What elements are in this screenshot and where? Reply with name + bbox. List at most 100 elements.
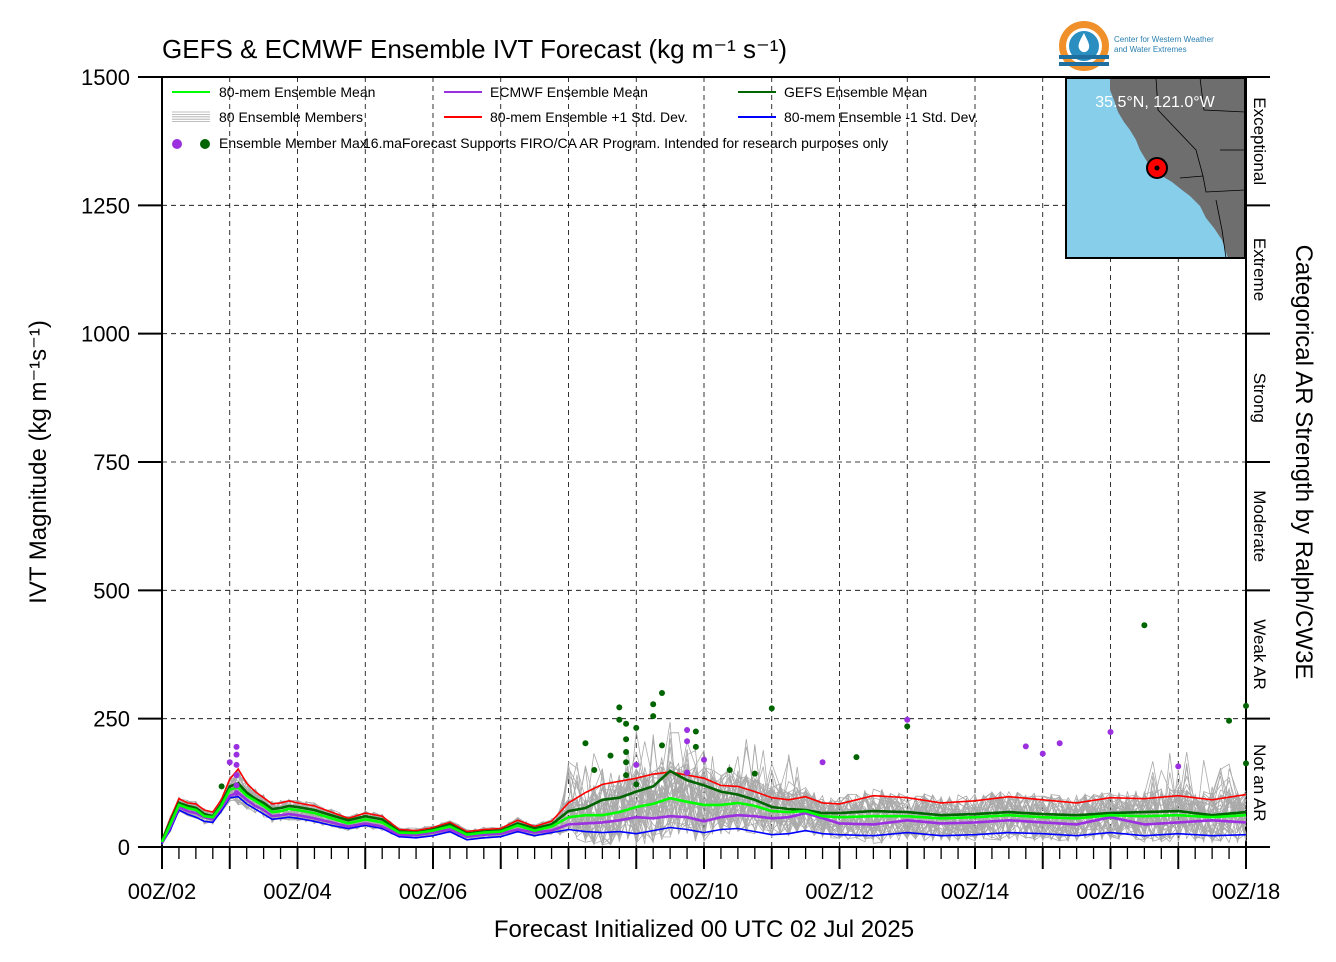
member-max-dot-ecmwf — [1175, 763, 1182, 770]
x-tick-label: 00Z/02 — [128, 879, 197, 904]
y-tick-label: 750 — [93, 450, 130, 475]
y-tick-label: 250 — [93, 707, 130, 732]
x-tick-label: 00Z/16 — [1076, 879, 1145, 904]
series-lines — [160, 767, 1247, 845]
category-label: Moderate — [1250, 490, 1269, 562]
member-max-dot-gefs — [1141, 622, 1148, 629]
series-ecmwf-ensemble-mean — [160, 791, 1247, 844]
category-label: Extreme — [1250, 238, 1269, 301]
member-max-dot-ecmwf — [233, 751, 240, 758]
member-max-dot-ecmwf — [633, 761, 640, 768]
member-max-dot-ecmwf — [233, 743, 240, 750]
x-tick-label: 00Z/14 — [941, 879, 1010, 904]
member-max-dot-gefs — [1243, 760, 1249, 767]
member-max-dot-gefs — [623, 772, 630, 779]
member-max-dot-ecmwf — [233, 790, 240, 797]
y-tick-label: 1000 — [81, 322, 130, 347]
legend-dot-ecmwf — [172, 139, 182, 149]
series-80-mem-ensemble-1-std-dev- — [161, 795, 1247, 845]
legend-label-ens-mean: 80-mem Ensemble Mean — [219, 84, 375, 100]
y-tick-label: 1500 — [81, 65, 130, 90]
member-max-dot-gefs — [751, 770, 758, 777]
member-max-dot-gefs — [623, 736, 630, 743]
member-max-dot-ecmwf — [1022, 743, 1029, 750]
x-tick-label: 00Z/06 — [399, 879, 468, 904]
inset-location-label: 35.5°N, 121.0°W — [1095, 94, 1215, 111]
member-max-dot-gefs — [591, 767, 598, 773]
member-max-dot-ecmwf — [684, 769, 691, 776]
cw3e-logo: Center for Western Weather and Water Ext… — [1059, 21, 1214, 71]
category-label: Strong — [1250, 373, 1269, 423]
member-max-dot-gefs — [633, 724, 640, 731]
member-max-dot-gefs — [650, 713, 657, 720]
y-tick-label: 1250 — [81, 193, 130, 218]
member-max-dot-gefs — [623, 749, 630, 756]
member-max-dot-gefs — [1226, 717, 1233, 724]
category-label: Weak AR — [1250, 619, 1269, 690]
member-max-dot-ecmwf — [226, 759, 233, 766]
logo-text-line1: Center for Western Weather — [1114, 35, 1214, 44]
legend-dot-gefs — [200, 139, 210, 149]
x-axis: 00Z/02 00Z/04 00Z/06 00Z/08 00Z/10 00Z/12 00Z/… — [128, 847, 1281, 904]
member-max-dot-gefs — [904, 723, 911, 730]
legend-label-minus-std: 80-mem Ensemble -1 Std. Dev. — [784, 109, 978, 125]
legend-label-plus-std: 80-mem Ensemble +1 Std. Dev. — [490, 109, 688, 125]
category-label: Not an AR — [1250, 744, 1269, 822]
member-max-dot-ecmwf — [233, 782, 240, 789]
member-max-dot-gefs — [692, 728, 699, 735]
x-tick-label: 00Z/18 — [1212, 879, 1281, 904]
category-label: Exceptional — [1250, 97, 1269, 185]
member-max-dot-gefs — [218, 783, 225, 790]
member-max-dot-ecmwf — [233, 761, 240, 768]
member-max-dot-gefs — [658, 742, 665, 749]
y-axis-label: IVT Magnitude (kg m⁻¹s⁻¹) — [25, 320, 52, 604]
member-max-dot-gefs — [692, 743, 699, 750]
member-max-dot-ecmwf — [819, 759, 826, 766]
member-max-dots — [218, 622, 1249, 797]
research-note: 16.maForecast Supports FIRO/CA AR Progra… — [363, 135, 888, 151]
y-axis: 0 250 500 750 1000 1250 1500 — [81, 65, 162, 860]
series-gefs-ensemble-mean — [160, 769, 1247, 842]
legend-label-members: 80 Ensemble Members — [219, 109, 363, 125]
member-max-dot-gefs — [768, 705, 775, 712]
member-max-dot-gefs — [582, 740, 589, 747]
y-tick-label: 0 — [118, 835, 130, 860]
water-drop-icon — [1078, 33, 1090, 53]
series-80-mem-ensemble-1-std-dev- — [161, 767, 1247, 841]
x-axis-label: Forecast Initialized 00 UTC 02 Jul 2025 — [494, 916, 914, 943]
legend: 80-mem Ensemble Mean ECMWF Ensemble Mean… — [172, 84, 978, 151]
ar-category-axis: Not an AR Weak AR Moderate Strong Extreme Exc… — [1246, 76, 1270, 848]
member-max-dot-ecmwf — [701, 756, 707, 763]
member-max-dot-gefs — [616, 716, 623, 723]
member-max-dot-gefs — [623, 720, 630, 727]
member-max-dot-gefs — [607, 752, 614, 759]
chart-title: GEFS & ECMWF Ensemble IVT Forecast (kg m… — [162, 34, 787, 64]
series-80-mem-ensemble-mean — [160, 786, 1247, 843]
inset-land — [1110, 78, 1245, 258]
member-max-dot-gefs — [623, 759, 630, 766]
x-tick-label: 00Z/12 — [805, 879, 874, 904]
legend-swatch-members — [172, 111, 210, 122]
member-max-dot-gefs — [726, 767, 733, 773]
inset-frame — [1065, 77, 1246, 259]
member-max-dot-ecmwf — [904, 716, 911, 723]
legend-label-ecmwf-mean: ECMWF Ensemble Mean — [490, 84, 648, 100]
member-max-dot-gefs — [633, 781, 640, 788]
member-max-dot-ecmwf — [233, 772, 240, 779]
member-max-dot-gefs — [616, 704, 623, 711]
x-tick-label: 00Z/04 — [263, 879, 332, 904]
member-max-dot-ecmwf — [684, 726, 691, 733]
location-inset-map: 35.5°N, 121.0°W — [1065, 77, 1246, 259]
member-max-dot-gefs — [650, 701, 657, 708]
x-tick-label: 00Z/10 — [670, 879, 739, 904]
legend-label-dots: Ensemble Member Max — [219, 135, 367, 151]
member-max-dot-gefs — [1243, 702, 1249, 709]
right-axis-label: Categorical AR Strength by Ralph/CW3E — [1290, 245, 1317, 680]
member-max-dot-gefs — [853, 754, 860, 761]
member-max-dot-ecmwf — [684, 738, 691, 745]
x-tick-label: 00Z/08 — [534, 879, 603, 904]
inset-borders — [1155, 77, 1246, 259]
member-max-dot-gefs — [658, 690, 665, 696]
y-tick-label: 500 — [93, 578, 130, 603]
